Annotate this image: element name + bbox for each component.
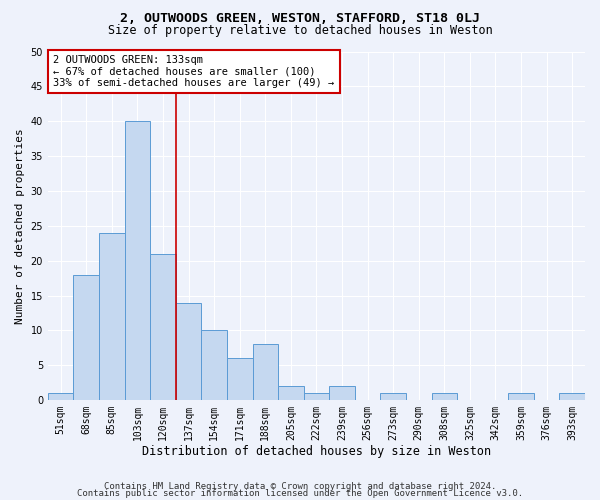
Bar: [559, 393, 585, 400]
X-axis label: Distribution of detached houses by size in Weston: Distribution of detached houses by size …: [142, 444, 491, 458]
Y-axis label: Number of detached properties: Number of detached properties: [15, 128, 25, 324]
Bar: [508, 393, 534, 400]
Bar: [380, 393, 406, 400]
Bar: [431, 393, 457, 400]
Bar: [278, 386, 304, 400]
Bar: [227, 358, 253, 400]
Text: Size of property relative to detached houses in Weston: Size of property relative to detached ho…: [107, 24, 493, 37]
Text: 2 OUTWOODS GREEN: 133sqm
← 67% of detached houses are smaller (100)
33% of semi-: 2 OUTWOODS GREEN: 133sqm ← 67% of detach…: [53, 55, 335, 88]
Bar: [150, 254, 176, 400]
Text: Contains HM Land Registry data © Crown copyright and database right 2024.: Contains HM Land Registry data © Crown c…: [104, 482, 496, 491]
Bar: [48, 393, 73, 400]
Bar: [329, 386, 355, 400]
Bar: [125, 121, 150, 400]
Bar: [73, 274, 99, 400]
Bar: [99, 233, 125, 400]
Text: Contains public sector information licensed under the Open Government Licence v3: Contains public sector information licen…: [77, 490, 523, 498]
Bar: [202, 330, 227, 400]
Bar: [253, 344, 278, 400]
Text: 2, OUTWOODS GREEN, WESTON, STAFFORD, ST18 0LJ: 2, OUTWOODS GREEN, WESTON, STAFFORD, ST1…: [120, 12, 480, 26]
Bar: [176, 302, 202, 400]
Bar: [304, 393, 329, 400]
